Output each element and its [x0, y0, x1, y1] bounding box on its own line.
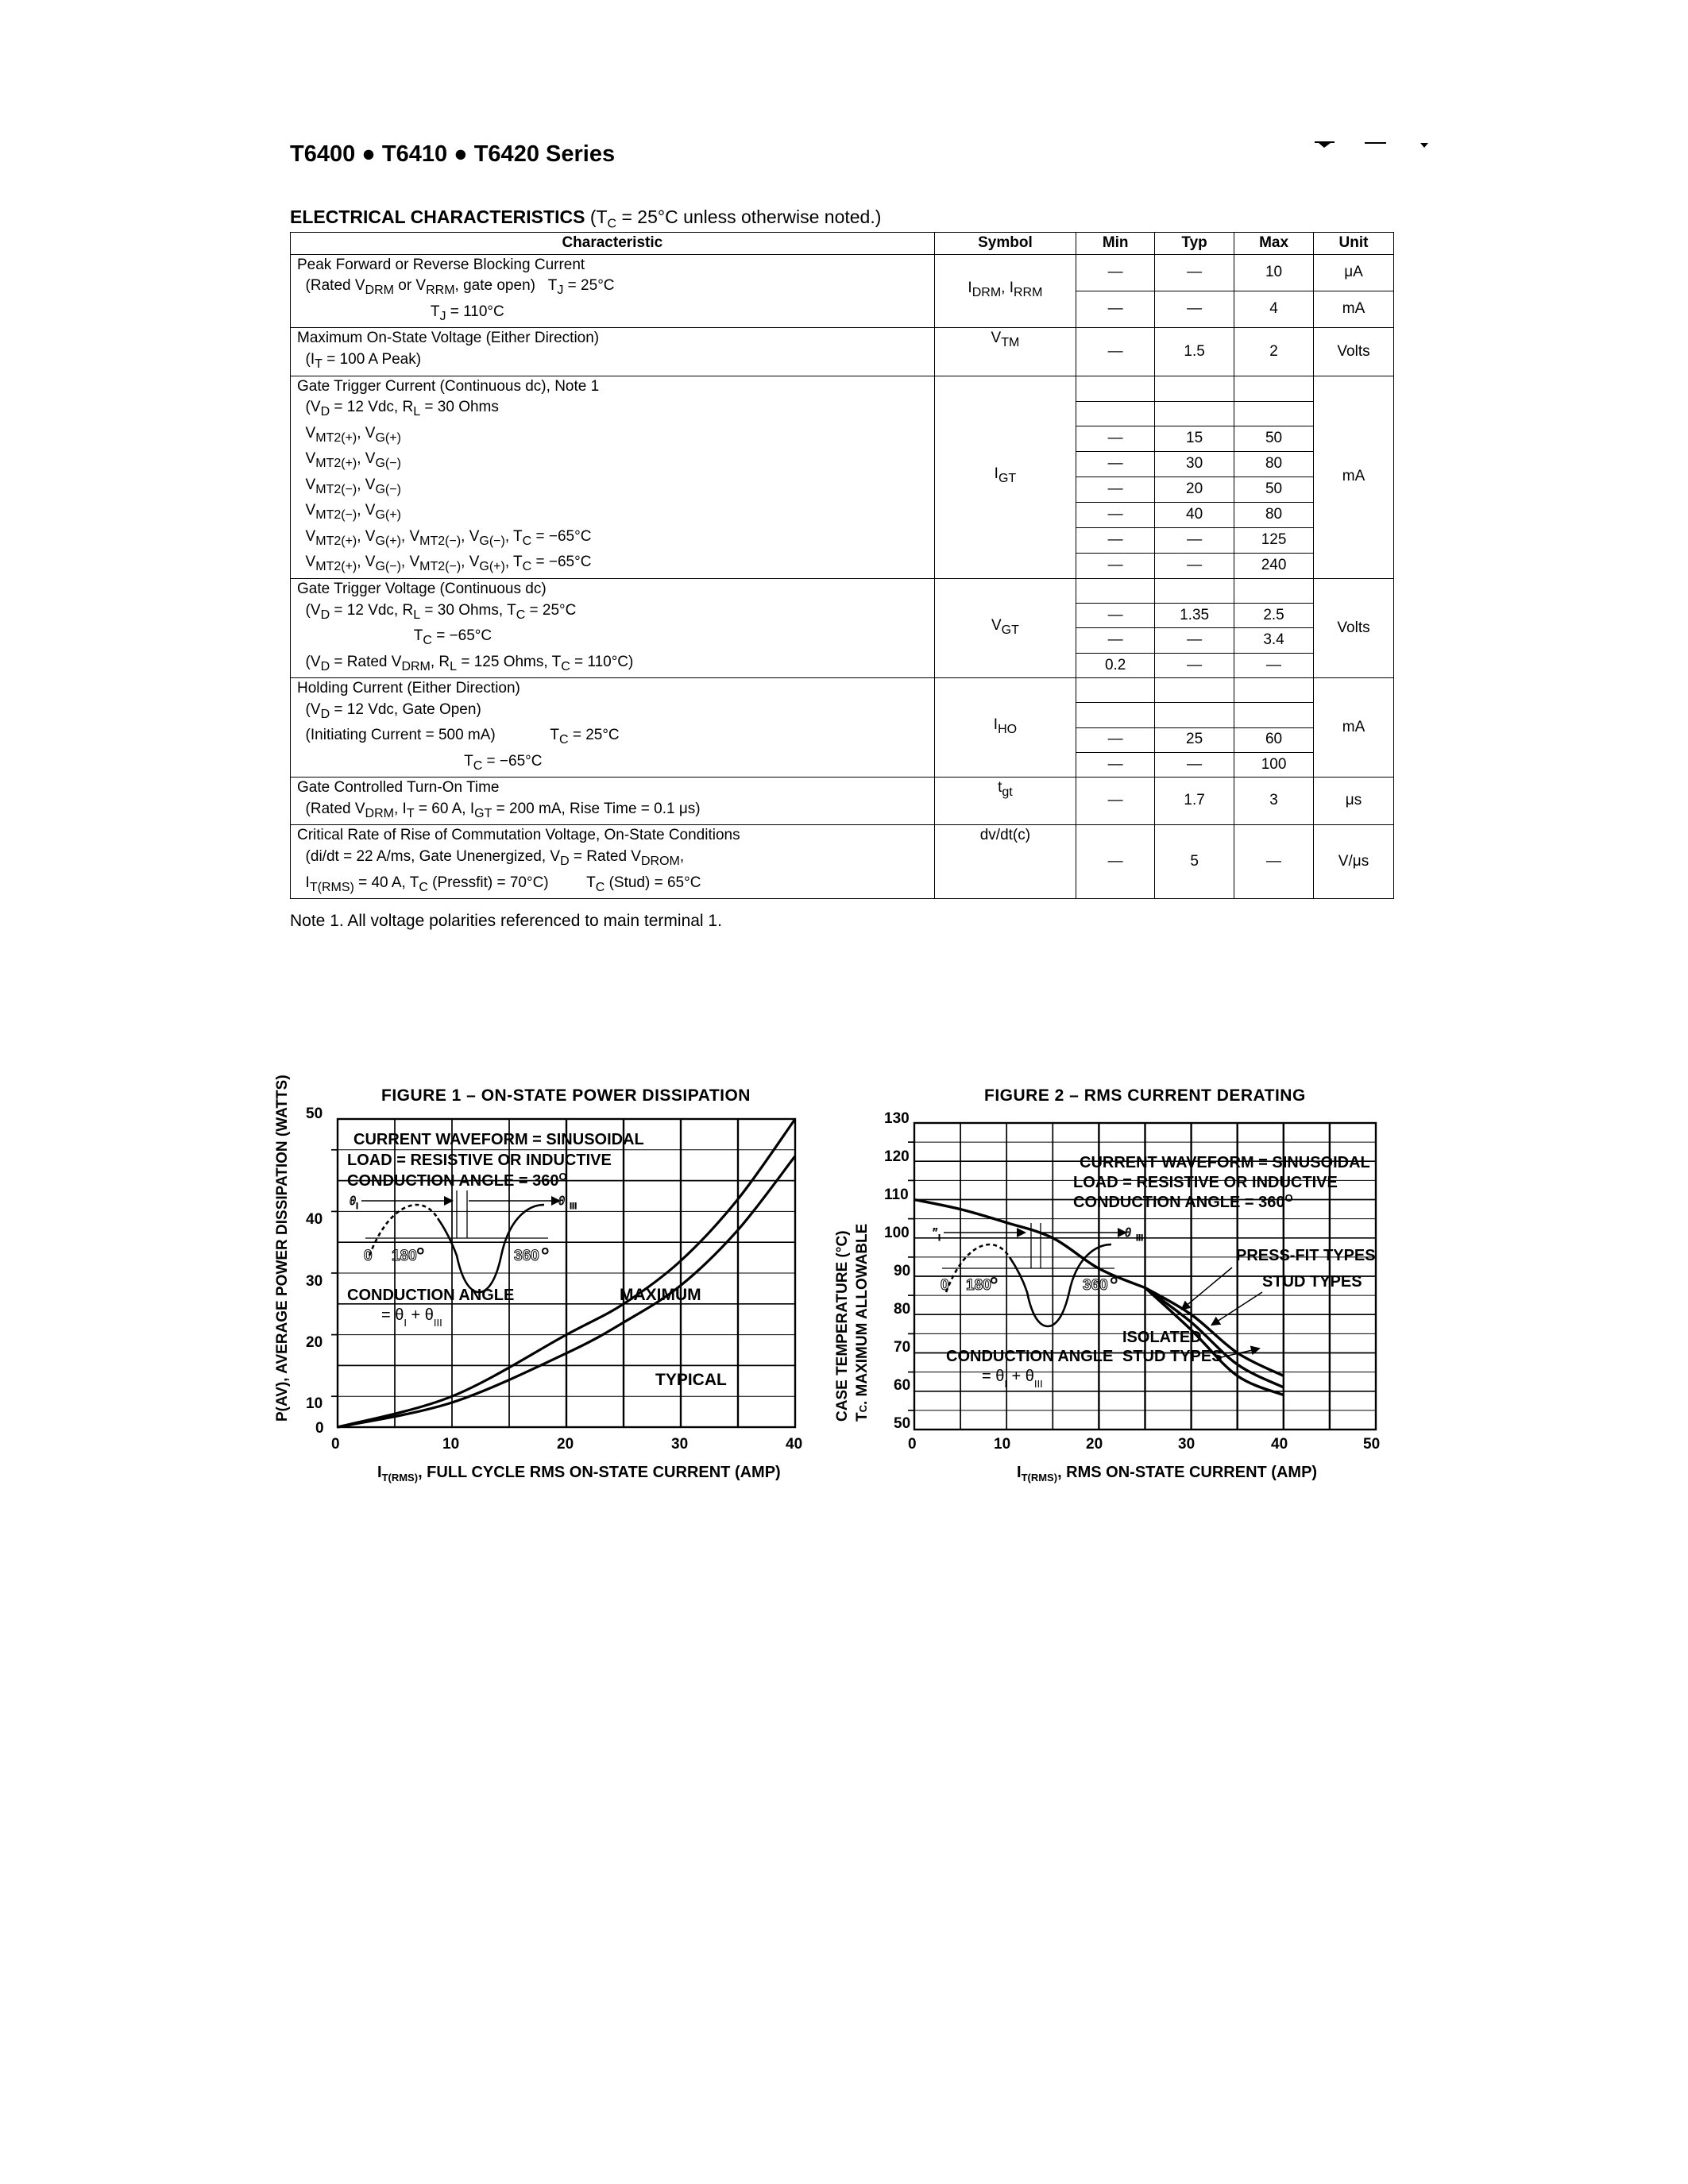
svg-text:PRESS-FIT TYPES: PRESS-FIT TYPES [1236, 1247, 1376, 1264]
svg-text:0: 0 [364, 1248, 373, 1264]
svg-text:I: I [938, 1233, 941, 1243]
svg-text:180: 180 [392, 1248, 417, 1264]
svg-text:0: 0 [941, 1277, 949, 1294]
svg-text:CONDUCTION ANGLE: CONDUCTION ANGLE [946, 1348, 1113, 1365]
svg-text:θ: θ [350, 1194, 356, 1208]
svg-text:O: O [542, 1247, 549, 1256]
svg-text:360: 360 [1083, 1277, 1108, 1294]
svg-text:O: O [1111, 1276, 1118, 1286]
svg-text:": " [932, 1226, 937, 1240]
svg-text:ISOLATED: ISOLATED [1122, 1329, 1202, 1346]
svg-text:STUD TYPES: STUD TYPES [1122, 1348, 1223, 1365]
svg-text:180: 180 [966, 1277, 991, 1294]
svg-text:= θI + θIII: = θI + θIII [381, 1306, 442, 1329]
svg-text:CURRENT WAVEFORM = SINUSOIDAL: CURRENT WAVEFORM = SINUSOIDAL [353, 1131, 644, 1148]
svg-text:CONDUCTION ANGLE = 360O: CONDUCTION ANGLE = 360O [1073, 1192, 1293, 1212]
svg-text:θ: θ [1125, 1226, 1131, 1240]
svg-text:θ: θ [558, 1194, 565, 1208]
svg-text:O: O [991, 1276, 998, 1286]
svg-text:360: 360 [514, 1248, 539, 1264]
svg-text:LOAD = RESISTIVE OR INDUCTIVE: LOAD = RESISTIVE OR INDUCTIVE [347, 1152, 612, 1169]
svg-text:CONDUCTION ANGLE: CONDUCTION ANGLE [347, 1287, 514, 1304]
svg-text:O: O [417, 1247, 424, 1256]
svg-text:MAXIMUM: MAXIMUM [620, 1286, 701, 1304]
svg-text:= θI + θIII: = θI + θIII [982, 1368, 1043, 1390]
svg-text:III: III [1136, 1233, 1143, 1243]
svg-text:TYPICAL: TYPICAL [655, 1371, 727, 1389]
svg-text:LOAD = RESISTIVE OR INDUCTIVE: LOAD = RESISTIVE OR INDUCTIVE [1073, 1174, 1338, 1191]
svg-text:III: III [570, 1202, 577, 1211]
svg-text:I: I [356, 1202, 358, 1211]
svg-text:STUD TYPES: STUD TYPES [1262, 1273, 1362, 1291]
svg-text:CURRENT WAVEFORM = SINUSOIDAL: CURRENT WAVEFORM = SINUSOIDAL [1080, 1154, 1370, 1171]
svg-text:CONDUCTION ANGLE = 360O: CONDUCTION ANGLE = 360O [347, 1171, 567, 1190]
